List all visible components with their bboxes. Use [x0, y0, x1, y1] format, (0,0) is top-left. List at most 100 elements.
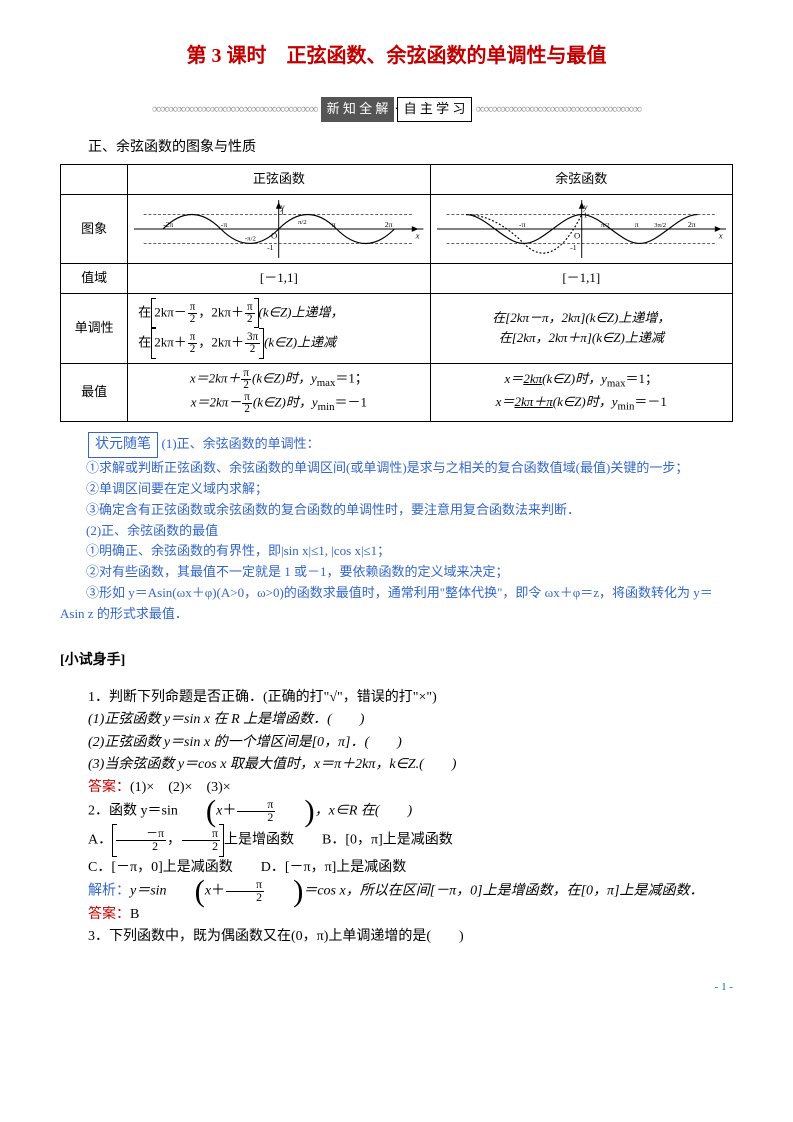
svg-text:2π: 2π — [385, 220, 393, 229]
frac-pi-2: π2 — [237, 799, 275, 824]
svg-text:O: O — [574, 231, 580, 241]
cell-cos-range: [－1,1] — [430, 263, 732, 293]
svg-text:π: π — [332, 220, 336, 229]
sub-max: max — [607, 377, 626, 389]
svg-text:x: x — [717, 231, 722, 241]
frac-pi-2: π2 — [226, 879, 264, 904]
math-text: ＝1； — [335, 371, 368, 386]
math-text: 2kπ－ — [154, 304, 187, 319]
math-underline: 2kπ＋π — [514, 394, 552, 409]
note-line: ③形如 y＝Asin(ωx＋φ)(A>0，ω>0)的函数求最值时，通常利用"整体… — [60, 583, 733, 625]
cos-graph-svg: y x O 1 -1 -π π 2π π/2 3π/2 — [437, 199, 726, 259]
svg-text:1: 1 — [281, 208, 285, 217]
math-text: 2kπ＋ — [211, 304, 244, 319]
svg-text:-π: -π — [221, 220, 228, 229]
note-line: ②对有些函数，其最值不一定就是 1 或－1，要依赖函数的定义域来决定； — [60, 562, 733, 583]
svg-text:3π/2: 3π/2 — [654, 222, 666, 229]
frac-pi-2: π2 — [242, 392, 252, 415]
text-zai: 在 — [138, 335, 151, 350]
math-text: (k∈Z)上递减 — [264, 335, 336, 350]
big-lparen-icon: ( — [178, 799, 216, 824]
math-text: ， — [198, 304, 211, 319]
row-label-mono: 单调性 — [61, 293, 128, 363]
section-banner: ∞∞∞∞∞∞∞∞∞∞∞∞∞∞∞∞∞∞∞∞ 新 知 全 解·自 主 学 习 ∞∞∞… — [60, 97, 733, 122]
math-text: ＝－1 — [335, 395, 368, 410]
svg-text:-1: -1 — [570, 243, 577, 252]
cell-cos-mono: 在[2kπ－π，2kπ](k∈Z)上递增， 在[2kπ，2kπ＋π](k∈Z)上… — [430, 293, 732, 363]
math-text: ， — [198, 335, 211, 350]
question-3: 3．下列函数中，既为偶函数又在(0，π)上单调递增的是( ) — [60, 926, 733, 948]
math-text: x＝ — [505, 371, 524, 386]
note-line: ①明确正、余弦函数的有界性，即|sin x|≤1, |cos x|≤1； — [60, 541, 733, 562]
page-title: 第 3 课时 正弦函数、余弦函数的单调性与最值 — [60, 40, 733, 72]
math-text: x＝2kπ－ — [191, 395, 242, 410]
math-text: x＝2kπ＋ — [190, 371, 241, 386]
math-comma: ， — [167, 832, 181, 847]
math-text: 在[2kπ－π，2kπ](k∈Z)上递增， — [492, 310, 670, 325]
banner-decoration-right: ∞∞∞∞∞∞∞∞∞∞∞∞∞∞∞∞∞∞∞∞ — [476, 99, 641, 120]
math-plus: ＋ — [211, 884, 225, 899]
cell-cos-graph: y x O 1 -1 -π π 2π π/2 3π/2 — [430, 194, 732, 263]
table-row-graph: 图象 y x O 1 -1 -π π 2π — [61, 194, 733, 263]
frac-3pi-2: 3π2 — [245, 332, 260, 355]
cell-sin-mono: 在2kπ－π2，2kπ＋π2(k∈Z)上递增， 在2kπ＋π2，2kπ＋3π2(… — [128, 293, 430, 363]
table-header-cos: 余弦函数 — [430, 165, 732, 195]
cell-sin-range: [－1,1] — [128, 263, 430, 293]
table-header-blank — [61, 165, 128, 195]
table-header-sin: 正弦函数 — [128, 165, 430, 195]
table-caption: 正、余弦函数的图象与性质 — [88, 137, 733, 159]
note-line: ①求解或判断正弦函数、余弦函数的单调区间(或单调性)是求与之相关的复合函数值域(… — [60, 458, 733, 479]
note-line: ②单调区间要在定义域内求解； — [60, 479, 733, 500]
sub-min: min — [318, 402, 335, 414]
frac-pi-2: π2 — [188, 302, 198, 325]
svg-text:π: π — [634, 220, 638, 229]
math-underline: 2kπ — [523, 371, 542, 386]
big-rparen-icon: ) — [265, 879, 303, 904]
table-row-mono: 单调性 在2kπ－π2，2kπ＋π2(k∈Z)上递增， 在2kπ＋π2，2kπ＋… — [61, 293, 733, 363]
q1-opt-1: (1)正弦函数 y＝sin x 在 R 上是增函数．( ) — [60, 709, 733, 731]
q1-opt-2: (2)正弦函数 y＝sin x 的一个增区间是[0，π]．( ) — [60, 732, 733, 754]
math-text: 2kπ＋ — [211, 335, 244, 350]
math-text: x＝ — [496, 394, 515, 409]
note-inline: (1)正、余弦函数的单调性： — [162, 436, 320, 451]
notes-block: ①求解或判断正弦函数、余弦函数的单调区间(或单调性)是求与之相关的复合函数值域(… — [60, 458, 733, 624]
q1-stem: 1．判断下列命题是否正确．(正确的打"√"，错误的打"×") — [60, 687, 733, 709]
big-lparen-icon: ( — [167, 879, 205, 904]
svg-text:π/2: π/2 — [601, 222, 610, 229]
text-zai: 在 — [138, 304, 151, 319]
q2-solution: 解析：y＝sin(x＋π2)＝cos x，所以在区间[－π，0]上是增函数，在[… — [60, 879, 733, 904]
math-text: (k∈Z)时，y — [253, 395, 318, 410]
math-text: (k∈Z)上递增， — [259, 304, 344, 319]
frac-pi-2: π2 — [182, 828, 220, 853]
table-row-range: 值域 [－1,1] [－1,1] — [61, 263, 733, 293]
big-rparen-icon: ) — [276, 799, 314, 824]
svg-text:-2π: -2π — [163, 220, 173, 229]
sin-graph-svg: y x O 1 -1 -π π 2π -2π -π/2 π/2 — [134, 199, 423, 259]
math-text: ＝－1 — [634, 394, 667, 409]
math-text: 2kπ＋ — [154, 335, 187, 350]
svg-text:-π: -π — [519, 220, 526, 229]
banner-decoration-left: ∞∞∞∞∞∞∞∞∞∞∞∞∞∞∞∞∞∞∞∞ — [152, 99, 317, 120]
note-line: (2)正、余弦函数的最值 — [60, 521, 733, 542]
cell-sin-graph: y x O 1 -1 -π π 2π -2π -π/2 π/2 — [128, 194, 430, 263]
frac-pi-2: π2 — [241, 368, 251, 391]
note-line: ③确定含有正弦函数或余弦函数的复合函数的单调性时，要注意用复合函数法来判断． — [60, 500, 733, 521]
question-2: 2．函数 y＝sin(x＋π2)，x∈R 在( ) A．－π2，π2上是增函数 … — [60, 799, 733, 926]
frac-pi-2: π2 — [188, 332, 198, 355]
q1-opt-3: (3)当余弦函数 y＝cos x 取最大值时，x＝π＋2kπ，k∈Z.( ) — [60, 754, 733, 776]
math-text: 在[2kπ，2kπ＋π](k∈Z)上递减 — [499, 330, 664, 345]
q3-stem: 3．下列函数中，既为偶函数又在(0，π)上单调递增的是( ) — [60, 926, 733, 948]
section-heading: [小试身手] — [60, 650, 733, 672]
question-1: 1．判断下列命题是否正确．(正确的打"√"，错误的打"×") (1)正弦函数 y… — [60, 687, 733, 799]
note-badge: 状元随笔 — [88, 432, 158, 458]
svg-text:π/2: π/2 — [298, 219, 307, 226]
math-text: (k∈Z)时，y — [542, 371, 607, 386]
svg-text:2π: 2π — [687, 220, 695, 229]
svg-text:-π/2: -π/2 — [245, 236, 256, 243]
math-text: ＝1； — [626, 371, 659, 386]
row-label-range: 值域 — [61, 263, 128, 293]
svg-text:-1: -1 — [267, 243, 274, 252]
banner-box-xinzhi: 新 知 全 解 — [321, 97, 395, 122]
q2-optCD: C．[－π，0]上是减函数 D．[－π，π]上是减函数 — [60, 857, 733, 879]
cell-cos-ext: x＝2kπ(k∈Z)时，ymax＝1； x＝2kπ＋π(k∈Z)时，ymin＝－… — [430, 363, 732, 421]
